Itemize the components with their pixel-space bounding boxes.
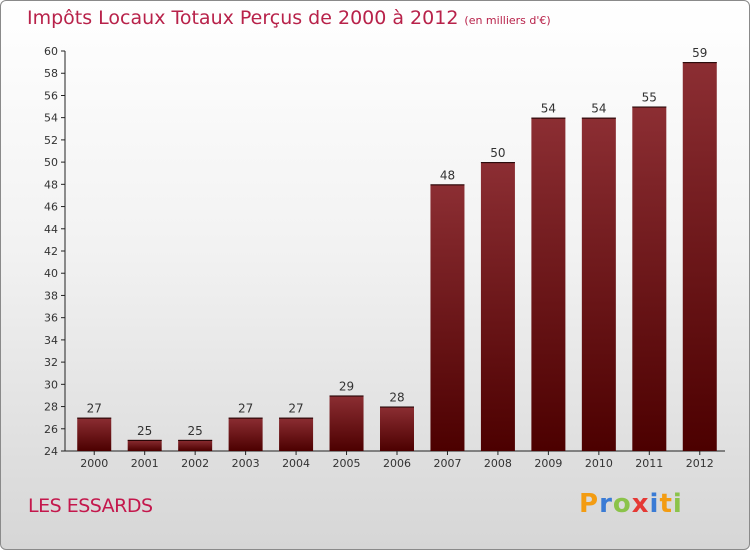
chart-title: Impôts Locaux Totaux Perçus de 2000 à 20… bbox=[27, 7, 551, 29]
chart-subtitle: (en milliers d'€) bbox=[464, 14, 551, 27]
data-label: 27 bbox=[288, 402, 303, 416]
bar bbox=[480, 162, 515, 451]
bar bbox=[127, 439, 162, 451]
x-tick-label: 2001 bbox=[131, 457, 159, 470]
data-label: 27 bbox=[87, 402, 102, 416]
x-tick-label: 2004 bbox=[282, 457, 310, 470]
y-tick-label: 56 bbox=[44, 89, 58, 102]
x-tick-label: 2011 bbox=[635, 457, 663, 470]
data-label: 48 bbox=[440, 168, 455, 182]
y-tick-label: 24 bbox=[44, 445, 58, 458]
x-tick-label: 2012 bbox=[686, 457, 714, 470]
bar bbox=[632, 106, 667, 452]
bar bbox=[682, 62, 717, 451]
y-tick-label: 28 bbox=[44, 401, 58, 414]
y-tick-label: 34 bbox=[44, 334, 58, 347]
logo-letter: o bbox=[612, 489, 632, 519]
x-tick-label: 2010 bbox=[585, 457, 613, 470]
y-tick-label: 42 bbox=[44, 245, 58, 258]
data-label: 29 bbox=[339, 379, 354, 393]
data-label: 28 bbox=[389, 391, 404, 405]
data-label: 50 bbox=[490, 146, 505, 160]
bars: 27 25 25 27 27 29 28 48 50 54 54 55 59 bbox=[77, 46, 717, 452]
logo-letter: r bbox=[599, 489, 613, 519]
data-label: 25 bbox=[188, 424, 203, 438]
data-label: 25 bbox=[137, 424, 152, 438]
chart-title-text: Impôts Locaux Totaux Perçus de 2000 à 20… bbox=[27, 7, 459, 29]
logo-letter: P bbox=[579, 489, 600, 519]
proxiti-logo: Proxiti bbox=[579, 489, 683, 519]
y-tick-label: 40 bbox=[44, 267, 58, 280]
bar bbox=[279, 417, 314, 451]
y-tick-label: 30 bbox=[44, 378, 58, 391]
y-tick-label: 36 bbox=[44, 312, 58, 325]
x-tick-label: 2006 bbox=[383, 457, 411, 470]
bar bbox=[329, 395, 364, 451]
bar bbox=[430, 184, 465, 452]
x-tick-label: 2009 bbox=[534, 457, 562, 470]
y-tick-label: 52 bbox=[44, 134, 58, 147]
bar bbox=[77, 417, 112, 451]
data-label: 54 bbox=[591, 102, 606, 116]
y-tick-label: 46 bbox=[44, 201, 58, 214]
data-label: 54 bbox=[541, 102, 556, 116]
x-tick-label: 2002 bbox=[181, 457, 209, 470]
x-tick-label: 2005 bbox=[333, 457, 361, 470]
logo-letter: x bbox=[631, 489, 650, 519]
bar bbox=[178, 439, 213, 451]
data-label: 55 bbox=[642, 91, 657, 105]
logo-letter: i bbox=[649, 489, 660, 519]
logo-letter: t bbox=[659, 489, 673, 519]
bar bbox=[228, 417, 263, 451]
y-tick-label: 58 bbox=[44, 67, 58, 80]
y-tick-label: 54 bbox=[44, 112, 58, 125]
bar bbox=[380, 406, 414, 451]
x-tick-label: 2007 bbox=[433, 457, 461, 470]
x-tick-label: 2003 bbox=[232, 457, 260, 470]
y-tick-label: 44 bbox=[44, 223, 58, 236]
y-tick-label: 32 bbox=[44, 356, 58, 369]
logo-letter: i bbox=[672, 489, 683, 519]
data-label: 27 bbox=[238, 402, 253, 416]
y-tick-label: 60 bbox=[44, 45, 58, 58]
data-label: 59 bbox=[692, 46, 707, 60]
y-tick-label: 38 bbox=[44, 289, 58, 302]
y-tick-label: 50 bbox=[44, 156, 58, 169]
bar bbox=[531, 117, 566, 452]
y-tick-label: 26 bbox=[44, 423, 58, 436]
x-tick-label: 2000 bbox=[80, 457, 108, 470]
axes: 24 26 28 30 32 34 36 38 40 42 44 46 48 50 52 54 56 58 60 20… bbox=[44, 45, 725, 470]
bar bbox=[581, 117, 616, 452]
commune-name: LES ESSARDS bbox=[28, 495, 153, 517]
x-tick-label: 2008 bbox=[484, 457, 512, 470]
y-tick-label: 48 bbox=[44, 178, 58, 191]
